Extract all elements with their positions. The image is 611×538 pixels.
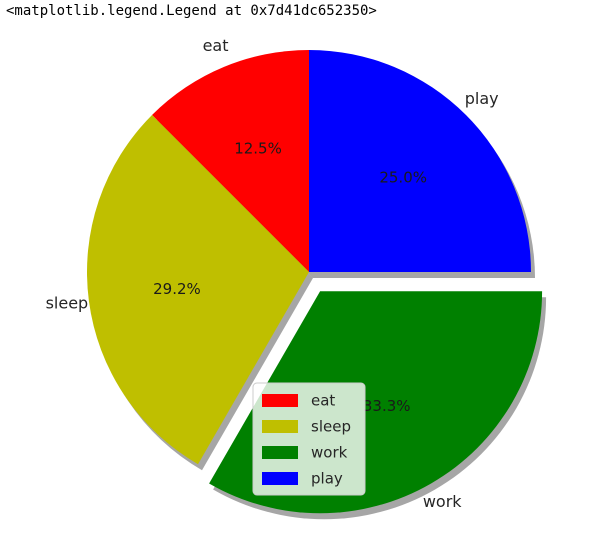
legend-swatch-play bbox=[262, 472, 298, 485]
category-label-eat: eat bbox=[203, 36, 229, 55]
percent-label-eat: 12.5% bbox=[234, 139, 282, 157]
legend-label-sleep: sleep bbox=[311, 418, 351, 436]
legend-swatch-sleep bbox=[262, 420, 298, 433]
slice-eat bbox=[152, 50, 309, 272]
slice-sleep bbox=[87, 115, 310, 465]
percent-label-play: 25.0% bbox=[379, 168, 427, 186]
percent-labels: 12.5% 29.2% 33.3% 25.0% bbox=[153, 139, 427, 415]
legend-label-eat: eat bbox=[311, 392, 335, 410]
slice-play bbox=[309, 50, 531, 272]
category-label-work: work bbox=[423, 492, 462, 511]
legend-swatch-work bbox=[262, 446, 298, 459]
legend-frame bbox=[252, 382, 366, 496]
category-label-sleep: sleep bbox=[46, 293, 89, 312]
percent-label-work: 33.3% bbox=[363, 397, 411, 415]
category-labels: eat sleep work play bbox=[46, 36, 499, 511]
legend-swatch-eat bbox=[262, 394, 298, 407]
legend-label-play: play bbox=[311, 470, 343, 488]
legend: eat sleep work play bbox=[252, 382, 366, 496]
percent-label-sleep: 29.2% bbox=[153, 280, 201, 298]
legend-label-work: work bbox=[311, 444, 348, 462]
category-label-play: play bbox=[465, 89, 499, 108]
cell-output-text: <matplotlib.legend.Legend at 0x7d41dc652… bbox=[6, 3, 377, 19]
